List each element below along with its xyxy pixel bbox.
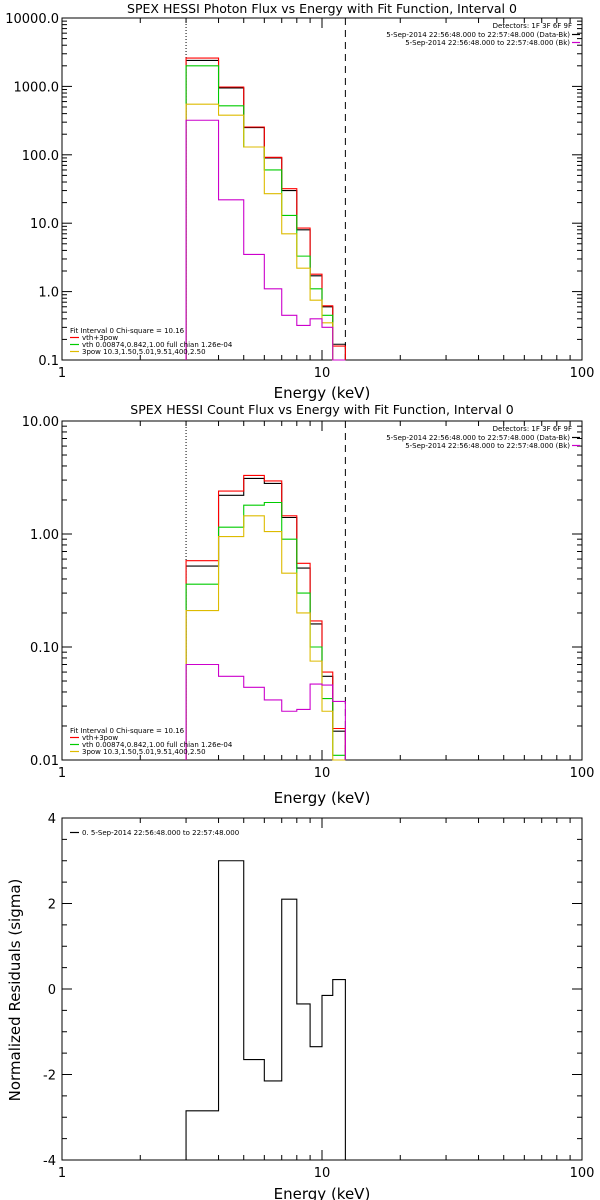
y-axis-label: Normalized Residuals (sigma) bbox=[6, 879, 24, 1102]
y-tick-label: 10000.0 bbox=[5, 12, 59, 27]
series-line-1 bbox=[185, 57, 346, 360]
photon-flux-panel: SPEX HESSI Photon Flux vs Energy with Fi… bbox=[5, 1, 594, 402]
x-tick-label: 10 bbox=[314, 766, 331, 781]
legend-entry: 5-Sep-2014 22:56:48.000 to 22:57:48.000 … bbox=[405, 39, 570, 47]
x-tick-label: 1 bbox=[58, 366, 66, 381]
legend-entry: 3pow 10.3,1.50,5.01,9.51,400,2.50 bbox=[82, 748, 206, 756]
series-line-4 bbox=[185, 119, 346, 361]
residuals-panel: 1 10 100 -4 -2 0 2 4 0. 5-Sep-2014 22:56:48.000 … bbox=[6, 812, 594, 1200]
y-tick-label: 0 bbox=[48, 983, 56, 998]
series-line-4 bbox=[185, 663, 346, 760]
y-tick-label: 1000.0 bbox=[14, 80, 60, 95]
plot-frame bbox=[61, 817, 583, 1161]
legend-entry: vth+3pow bbox=[82, 334, 118, 342]
x-tick-label: 10 bbox=[314, 366, 331, 381]
legend-header: Fit Interval 0 Chi-square = 10.16 bbox=[70, 727, 185, 735]
legend-entry: vth 0.00874,0.842,1.00 full chian 1.26e-… bbox=[82, 341, 233, 349]
x-tick-label: 100 bbox=[570, 1166, 595, 1181]
series-line-0 bbox=[185, 477, 346, 760]
legend-entry: 5-Sep-2014 22:56:48.000 to 22:57:48.000 … bbox=[386, 434, 570, 442]
count-flux-panel: SPEX HESSI Count Flux vs Energy with Fit… bbox=[22, 402, 595, 807]
legend-entry: 5-Sep-2014 22:56:48.000 to 22:57:48.000 … bbox=[386, 31, 570, 39]
series-line-0 bbox=[185, 59, 346, 360]
x-axis-label: Energy (keV) bbox=[274, 1185, 371, 1200]
panel-title: SPEX HESSI Count Flux vs Energy with Fit… bbox=[130, 402, 513, 417]
x-axis-label: Energy (keV) bbox=[274, 789, 371, 807]
y-tick-label: 0.10 bbox=[30, 641, 59, 656]
y-tick-label: 10.0 bbox=[30, 217, 59, 232]
y-tick-label: 1.00 bbox=[30, 528, 59, 543]
legend-entry: 3pow 10.3,1.50,5.01,9.51,400,2.50 bbox=[82, 348, 206, 356]
legend-header: Detectors: 1F 3F 6F 9F bbox=[493, 425, 572, 433]
legend-entry: 5-Sep-2014 22:56:48.000 to 22:57:48.000 … bbox=[405, 442, 570, 450]
y-tick-label: -2 bbox=[43, 1069, 56, 1084]
series-line-0 bbox=[185, 860, 346, 1160]
legend-header: Fit Interval 0 Chi-square = 10.16 bbox=[70, 327, 185, 335]
x-tick-label: 10 bbox=[314, 1166, 331, 1181]
series-line-3 bbox=[185, 515, 346, 761]
series-line-1 bbox=[185, 474, 346, 760]
y-tick-label: 2 bbox=[48, 898, 56, 913]
panel-title: SPEX HESSI Photon Flux vs Energy with Fi… bbox=[127, 1, 517, 16]
y-tick-label: 4 bbox=[48, 812, 56, 827]
legend-entry: 0. 5-Sep-2014 22:56:48.000 to 22:57:48.0… bbox=[82, 829, 239, 837]
y-tick-label: 100.0 bbox=[22, 149, 59, 164]
y-tick-label: 0.1 bbox=[38, 354, 59, 369]
y-tick-label: -4 bbox=[43, 1154, 56, 1169]
legend-entry: vth+3pow bbox=[82, 734, 118, 742]
x-tick-label: 1 bbox=[58, 1166, 66, 1181]
series-line-2 bbox=[185, 501, 346, 760]
x-tick-label: 100 bbox=[570, 766, 595, 781]
legend-entry: vth 0.00874,0.842,1.00 full chian 1.26e-… bbox=[82, 741, 233, 749]
x-axis-label: Energy (keV) bbox=[274, 384, 371, 402]
x-tick-label: 1 bbox=[58, 766, 66, 781]
x-tick-label: 100 bbox=[570, 366, 595, 381]
legend-header: Detectors: 1F 3F 6F 9F bbox=[493, 22, 572, 30]
y-tick-label: 1.0 bbox=[38, 286, 59, 301]
y-tick-label: 0.01 bbox=[30, 754, 59, 769]
y-tick-label: 10.00 bbox=[22, 415, 59, 430]
